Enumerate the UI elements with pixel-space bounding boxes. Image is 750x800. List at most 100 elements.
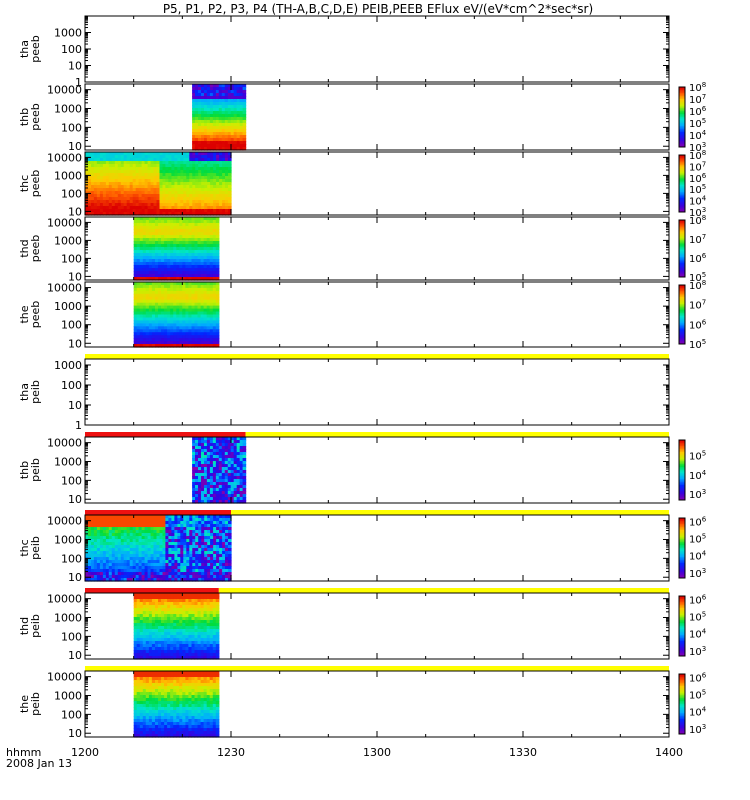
spectrogram-cell	[177, 179, 181, 183]
spectrogram-cell	[204, 84, 208, 88]
spectrogram-cell	[189, 521, 193, 525]
spectrogram-cell	[212, 117, 217, 121]
spectrogram-cell	[179, 274, 183, 278]
spectrogram-cell	[145, 232, 150, 236]
spectrogram-cell	[183, 182, 187, 186]
spectrogram-cell	[192, 485, 196, 489]
spectrogram-cell	[177, 161, 181, 165]
spectrogram-cell	[144, 185, 149, 189]
spectrogram-cell	[192, 491, 196, 495]
spectrogram-cell	[201, 90, 205, 94]
spectrogram-cell	[120, 152, 125, 156]
spectrogram-cell	[145, 305, 150, 310]
spectrogram-cell	[230, 96, 235, 100]
spectrogram-cell	[133, 320, 138, 324]
spectrogram-cell	[189, 539, 193, 543]
spectrogram-cell	[179, 332, 183, 336]
spectrogram-cell	[185, 271, 189, 275]
spectrogram-cell	[91, 182, 95, 186]
spectrogram-cell	[204, 551, 208, 555]
spectrogram-cell	[198, 479, 202, 483]
spectrogram-cell	[151, 302, 156, 307]
spectrogram-cell	[114, 572, 119, 576]
spectrogram-cell	[233, 117, 238, 121]
y-tick-label: 1000	[54, 456, 82, 469]
spectrogram-block	[133, 282, 220, 348]
spectrogram-cell	[222, 518, 226, 522]
spectrogram-cell	[155, 244, 159, 248]
spectrogram-cell	[189, 164, 193, 168]
spectrogram-cell	[158, 229, 162, 233]
colorbar-cell	[679, 123, 685, 125]
spectrogram-cell	[192, 545, 196, 549]
spectrogram-cell	[145, 220, 150, 224]
spectrogram-cell	[153, 566, 158, 570]
spectrogram-cell	[164, 265, 168, 269]
spectrogram-cell	[209, 464, 214, 468]
spectrogram-cell	[145, 287, 150, 292]
colorbar-cell	[679, 99, 685, 101]
spectrogram-cell	[180, 557, 184, 561]
spectrogram-cell	[188, 290, 192, 295]
spectrogram-cell	[162, 194, 167, 198]
spectrogram-cell	[171, 179, 175, 183]
spectrogram-cell	[203, 311, 208, 316]
spectrogram-cell	[162, 185, 167, 189]
spectrogram-cell	[197, 271, 202, 275]
spectrogram-cell	[133, 314, 138, 319]
spectrogram-cell	[173, 311, 177, 316]
spectrogram-cell	[126, 521, 131, 525]
spectrogram-cell	[102, 206, 107, 210]
spectrogram-cell	[171, 173, 175, 177]
colorbar-cell	[679, 267, 685, 269]
spectrogram-cell	[138, 206, 143, 210]
spectrogram-cell	[133, 217, 138, 221]
spectrogram-cell	[206, 440, 211, 444]
spectrogram-cell	[216, 539, 220, 543]
quality-flag-yellow	[231, 510, 669, 515]
spectrogram-cell	[219, 209, 223, 213]
spectrogram-cell	[203, 314, 208, 319]
spectrogram-cell	[148, 223, 153, 227]
spectrogram-cell	[174, 572, 178, 576]
spectrogram-cell	[195, 99, 199, 103]
spectrogram-cell	[141, 158, 146, 162]
spectrogram-cell	[209, 323, 214, 327]
spectrogram-cell	[192, 482, 196, 486]
spectrogram-cell	[179, 238, 183, 242]
spectrogram-cell	[194, 299, 199, 304]
spectrogram-cell	[213, 551, 217, 555]
spectrogram-cell	[161, 293, 165, 298]
spectrogram-cell	[212, 485, 217, 489]
spectrogram-cell	[142, 341, 147, 345]
spectrogram-cell	[111, 185, 116, 189]
spectrogram-cell	[117, 524, 122, 528]
spectrogram-cell	[168, 179, 172, 183]
spectrogram-cell	[105, 194, 110, 198]
spectrogram-cell	[153, 518, 158, 522]
colorbar-cell	[679, 203, 685, 206]
spectrogram-cell	[239, 99, 244, 103]
spectrogram-cell	[182, 238, 186, 242]
spectrogram-cell	[195, 494, 199, 498]
spectrogram-cell	[88, 515, 92, 519]
spectrogram-cell	[207, 548, 211, 552]
spectrogram-cell	[195, 533, 199, 537]
spectrogram-cell	[213, 536, 217, 540]
spectrogram-cell	[197, 290, 202, 295]
spectrogram-cell	[191, 317, 196, 322]
spectrogram-cell	[221, 467, 226, 471]
spectrogram-cell	[105, 539, 110, 543]
spectrogram-cell	[192, 123, 196, 127]
y-tick-label: 10000	[47, 216, 82, 229]
spectrogram-cell	[194, 256, 199, 260]
spectrogram-cell	[123, 515, 128, 519]
spectrogram-cell	[105, 203, 110, 207]
spectrogram-cell	[158, 223, 162, 227]
spectrogram-cell	[148, 268, 153, 272]
spectrogram-cell	[141, 545, 146, 549]
spectrogram-cell	[222, 515, 226, 519]
spectrogram-cell	[230, 443, 235, 447]
spectrogram-cell	[147, 179, 152, 183]
spectrogram-cell	[114, 188, 119, 192]
